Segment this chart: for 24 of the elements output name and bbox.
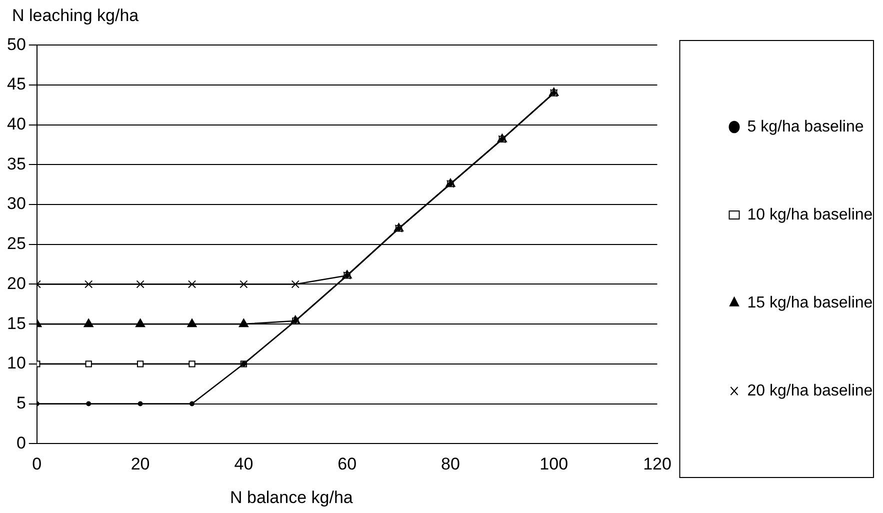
y-tick-label: 30 [6,194,26,214]
x-axis-title: N balance kg/ha [230,488,353,508]
y-tick-label: 10 [6,354,26,373]
legend-label: 20 kg/ha baseline [747,382,873,400]
y-tick-label: 45 [6,74,26,94]
x-tick-label: 80 [441,454,460,474]
y-axis-title: N leaching kg/ha [12,6,139,26]
x-tick-label: 100 [540,454,568,474]
x-tick-label: 0 [32,454,42,474]
x-tick-label: 60 [338,454,357,474]
y-tick-label: 50 [6,34,26,54]
x-tick-label: 120 [643,454,672,474]
y-tick-label: 40 [6,114,26,134]
y-tick-label: 5 [16,393,26,412]
legend-label: 5 kg/ha baseline [747,118,864,136]
y-tick-label: 25 [6,234,26,254]
y-tick-label: 0 [16,433,26,452]
y-tick-label: 15 [6,314,26,333]
legend-label: 15 kg/ha baseline [747,294,873,312]
x-tick-label: 20 [130,454,150,474]
x-tick-label: 40 [234,454,254,474]
y-tick-label: 35 [6,154,26,174]
legend-label: 10 kg/ha baseline [747,206,873,224]
y-tick-label: 20 [6,274,26,293]
